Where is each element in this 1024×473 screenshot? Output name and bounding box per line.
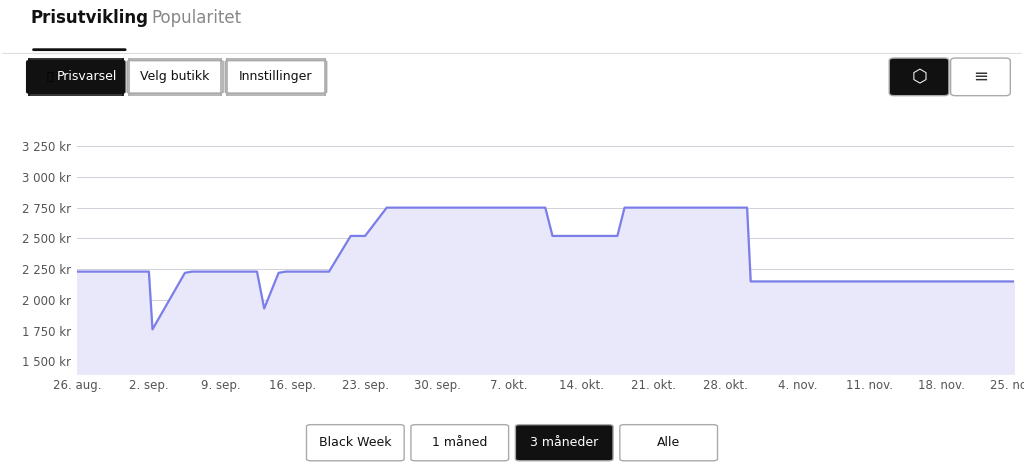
Text: 3 måneder: 3 måneder xyxy=(530,436,598,449)
Text: Velg butikk: Velg butikk xyxy=(140,70,210,83)
FancyBboxPatch shape xyxy=(411,425,509,461)
FancyBboxPatch shape xyxy=(950,58,1011,96)
Text: Prisutvikling: Prisutvikling xyxy=(31,9,148,27)
FancyBboxPatch shape xyxy=(620,425,718,461)
Text: Black Week: Black Week xyxy=(319,436,391,449)
FancyBboxPatch shape xyxy=(27,61,125,93)
FancyBboxPatch shape xyxy=(127,61,223,93)
FancyBboxPatch shape xyxy=(889,58,949,96)
Text: Prisvarsel: Prisvarsel xyxy=(57,70,118,83)
Text: Alle: Alle xyxy=(657,436,680,449)
FancyBboxPatch shape xyxy=(306,425,404,461)
FancyBboxPatch shape xyxy=(515,425,613,461)
Text: 1 måned: 1 måned xyxy=(432,436,487,449)
Text: 🔔: 🔔 xyxy=(46,72,52,82)
Text: Innstillinger: Innstillinger xyxy=(240,70,312,83)
FancyBboxPatch shape xyxy=(225,61,327,93)
Text: Popularitet: Popularitet xyxy=(152,9,242,27)
Text: ⬡: ⬡ xyxy=(911,68,927,86)
Text: ≡: ≡ xyxy=(973,68,988,86)
